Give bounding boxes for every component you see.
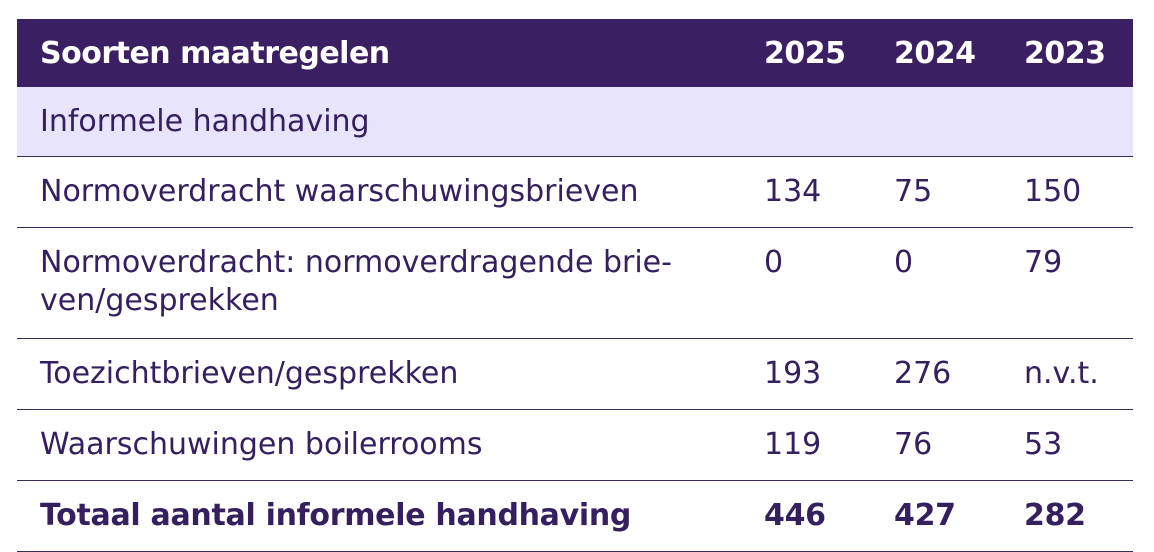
row-label: Waarschuwingen boilerrooms	[17, 409, 740, 481]
enforcement-measures-table: Soorten maatregelen 2025 2024 2023 Infor…	[17, 19, 1133, 552]
row-label: Normoverdracht waarschuwingsbrieven	[17, 156, 740, 228]
row-label: Normoverdracht: normoverdragende brie-ve…	[17, 227, 740, 339]
header-row: Soorten maatregelen 2025 2024 2023	[17, 19, 1133, 87]
row-value-2023: n.v.t.	[1000, 338, 1133, 410]
section-row: Informele handhaving	[17, 87, 1133, 157]
header-year-2023: 2023	[1024, 35, 1106, 71]
row-label-line-2: ven/gesprekken	[40, 282, 279, 318]
row-value-2024: 276	[870, 338, 1000, 410]
header-year-2025: 2025	[764, 35, 846, 71]
row-value-2025: 193	[740, 338, 870, 410]
row-value-2023: 53	[1000, 409, 1133, 481]
row-value-2023: 150	[1000, 156, 1133, 228]
table-row: Normoverdracht waarschuwingsbrieven 134 …	[17, 156, 1133, 228]
row-value-2024: 76	[870, 409, 1000, 481]
table-row: Waarschuwingen boilerrooms 119 76 53	[17, 409, 1133, 481]
row-value-2023: 79	[1000, 227, 1133, 339]
table-row: Normoverdracht: normoverdragende brie-ve…	[17, 227, 1133, 339]
total-row: Totaal aantal informele handhaving 446 4…	[17, 480, 1133, 552]
total-value-2024: 427	[870, 480, 1000, 552]
table-header: Soorten maatregelen 2025 2024 2023	[17, 19, 1133, 87]
row-value-2025: 0	[740, 227, 870, 339]
enforcement-measures-table-container: Soorten maatregelen 2025 2024 2023 Infor…	[17, 19, 1133, 552]
row-label-line-1: Normoverdracht: normoverdragende brie-	[40, 244, 672, 280]
table-body: Informele handhaving Normoverdracht waar…	[17, 87, 1133, 552]
row-value-2024: 75	[870, 156, 1000, 228]
total-value-2025: 446	[740, 480, 870, 552]
header-year-2024: 2024	[894, 35, 976, 71]
total-value-2023: 282	[1000, 480, 1133, 552]
header-label: Soorten maatregelen	[40, 35, 390, 71]
table-row: Toezichtbrieven/gesprekken 193 276 n.v.t…	[17, 338, 1133, 410]
row-value-2024: 0	[870, 227, 1000, 339]
row-value-2025: 119	[740, 409, 870, 481]
row-label: Toezichtbrieven/gesprekken	[17, 338, 740, 410]
section-title: Informele handhaving	[17, 87, 1133, 157]
total-label: Totaal aantal informele handhaving	[17, 480, 740, 552]
row-value-2025: 134	[740, 156, 870, 228]
